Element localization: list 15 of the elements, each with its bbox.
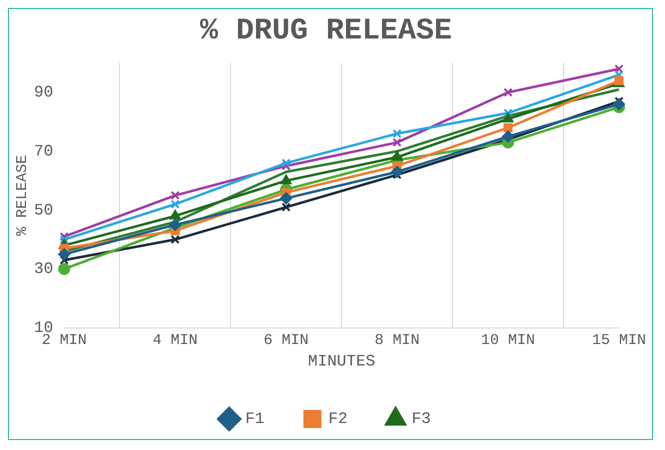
y-tick-label: 70 xyxy=(34,142,54,160)
y-tick-label: 50 xyxy=(34,201,54,220)
x-tick-label: 8 MIN xyxy=(374,332,420,349)
x-tick-label: 10 MIN xyxy=(481,332,536,349)
legend-label: F2 xyxy=(328,410,348,428)
y-axis-title: % RELEASE xyxy=(14,154,31,236)
legend-label: F3 xyxy=(412,410,431,428)
legend-label: F1 xyxy=(245,410,264,428)
x-tick-label: 4 MIN xyxy=(152,332,198,349)
y-tick-label: 30 xyxy=(34,260,54,278)
y-tick-label: 90 xyxy=(34,84,54,102)
x-tick-label: 6 MIN xyxy=(264,332,309,349)
x-tick-label: 15 MIN xyxy=(592,332,646,349)
x-axis-title: MINUTES xyxy=(308,352,376,371)
chart-title: % DRUG RELEASE xyxy=(200,14,452,49)
